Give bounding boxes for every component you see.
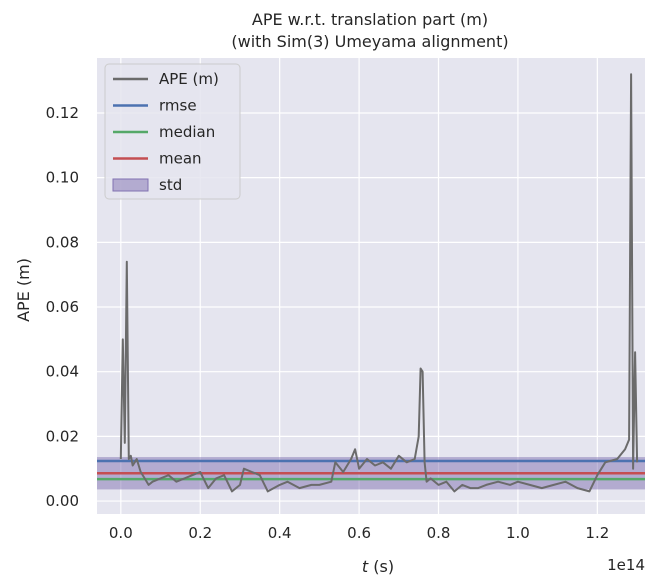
tick-labels: 0.0 0.2 0.4 0.6 0.8 1.0 1.2 0.00 0.02 0.04 0.06 0.0… (46, 104, 610, 542)
grid (97, 58, 645, 514)
legend-label: rmse (159, 97, 197, 115)
legend-label: std (159, 176, 182, 194)
legend-label: median (159, 123, 215, 141)
y-tick-label: 0.06 (46, 298, 79, 316)
y-tick-label: 0.10 (46, 169, 79, 187)
y-tick-label: 0.04 (46, 363, 79, 381)
x-tick-label: 1.2 (585, 524, 609, 542)
x-tick-label: 1.0 (506, 524, 530, 542)
x-tick-label: 0.2 (188, 524, 212, 542)
legend: APE (m) rmse median mean std (104, 63, 241, 200)
y-axis-label: APE (m) (14, 258, 33, 322)
chart-title-line1: APE w.r.t. translation part (m) (252, 10, 488, 29)
legend-box (104, 63, 241, 200)
legend-label: mean (159, 150, 202, 168)
x-tick-label: 0.6 (347, 524, 371, 542)
x-axis-label: t (s) (362, 557, 394, 576)
ape-series-line (119, 73, 639, 493)
x-tick-label: 0.8 (427, 524, 451, 542)
y-tick-label: 0.00 (46, 492, 79, 510)
series-layer (119, 73, 639, 493)
x-axis-multiplier: 1e14 (607, 556, 645, 574)
x-axis-unit: (s) (368, 557, 394, 576)
legend-swatch-std (112, 178, 149, 192)
chart-title-line2: (with Sim(3) Umeyama alignment) (231, 32, 508, 51)
legend-label: APE (m) (159, 70, 219, 88)
y-tick-label: 0.02 (46, 427, 79, 445)
x-axis-variable: t (362, 557, 369, 576)
y-tick-label: 0.08 (46, 233, 79, 251)
y-tick-label: 0.12 (46, 104, 79, 122)
x-tick-label: 0.0 (109, 524, 133, 542)
x-tick-label: 0.4 (268, 524, 292, 542)
